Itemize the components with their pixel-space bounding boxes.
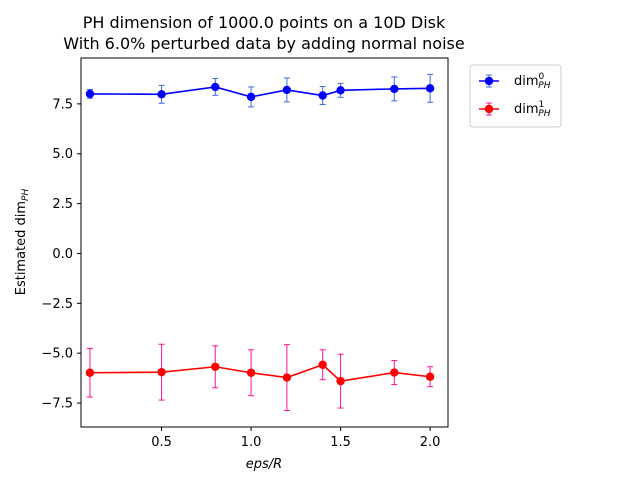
plot-frame	[80, 57, 449, 428]
data-point	[157, 90, 166, 99]
data-point	[211, 362, 220, 371]
legend-item-1: dim1 PH	[479, 100, 551, 119]
x-tick-label: 1.0	[241, 435, 262, 450]
y-tick-label: 7.5	[52, 97, 73, 112]
series-layer	[85, 73, 435, 411]
series-1	[85, 343, 435, 411]
y-axis-label-main: Estimated dim	[14, 201, 29, 295]
y-tick-label: 5.0	[52, 147, 73, 162]
data-point	[390, 84, 399, 94]
y-axis-label: Estimated dimPH	[14, 189, 31, 296]
legend-label: dim0 PH	[514, 72, 551, 91]
y-tick-label: −2.5	[41, 297, 73, 312]
x-tick-label: 0.5	[151, 435, 172, 450]
data-point	[157, 367, 166, 377]
data-point	[425, 372, 435, 381]
legend-label: dim1 PH	[514, 100, 551, 119]
data-point	[282, 85, 292, 95]
legend-item-0: dim0 PH	[479, 72, 551, 91]
data-point	[425, 84, 435, 93]
data-point	[211, 82, 220, 92]
data-point	[246, 92, 256, 102]
y-tick-label: −7.5	[41, 397, 73, 412]
chart-title-line2: With 6.0% perturbed data by adding norma…	[63, 34, 464, 53]
x-tick-label: 2.0	[420, 435, 441, 450]
data-point	[318, 360, 327, 369]
y-axis-label-sub: PH	[21, 189, 31, 201]
y-tick-label: 0.0	[52, 247, 73, 262]
data-point	[390, 368, 399, 377]
data-point	[318, 91, 327, 100]
data-point	[246, 368, 256, 377]
series-0	[85, 73, 435, 108]
x-tick-label: 1.5	[330, 435, 351, 450]
data-point	[336, 86, 345, 95]
chart-title-line1: PH dimension of 1000.0 points on a 10D D…	[83, 13, 446, 32]
y-tick-label: −5.0	[41, 347, 73, 362]
legend: dim0 PH dim1 PH	[469, 64, 562, 128]
legend-items: dim0 PH dim1 PH	[479, 72, 551, 119]
x-axis: 0.5 1.0 1.5 2.0	[151, 427, 440, 450]
data-point	[336, 376, 345, 386]
plot-area	[81, 58, 448, 427]
y-axis: 7.5 5.0 2.5 0.0 −2.5 −5.0 −7.5	[41, 97, 81, 412]
data-point	[282, 373, 292, 382]
data-point	[85, 368, 95, 377]
y-tick-label: 2.5	[52, 197, 73, 212]
x-axis-label: eps/R	[246, 457, 282, 472]
legend-marker	[484, 104, 494, 114]
data-point	[85, 89, 95, 99]
legend-marker	[484, 76, 494, 86]
